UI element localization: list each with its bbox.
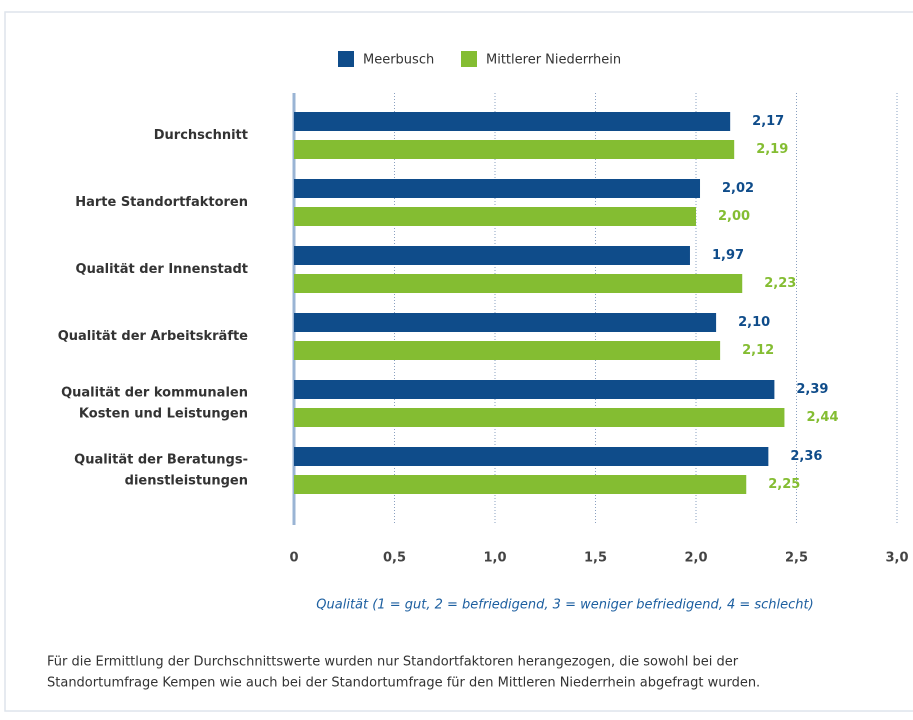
category-label: Qualität der kommunalen xyxy=(61,386,248,401)
legend-label: Meerbusch xyxy=(363,53,434,68)
category-label: Qualität der Innenstadt xyxy=(76,262,248,277)
x-tick-label: 2,5 xyxy=(785,551,808,566)
value-label: 2,44 xyxy=(806,410,838,425)
bar xyxy=(294,112,731,131)
category-label: Durchschnitt xyxy=(154,128,248,143)
category-label: Kosten und Leistungen xyxy=(79,407,248,422)
category-label: dienstleistungen xyxy=(125,474,248,489)
value-label: 2,23 xyxy=(764,276,796,291)
x-tick-label: 3,0 xyxy=(885,551,908,566)
x-tick-label: 2,0 xyxy=(684,551,707,566)
value-label: 2,25 xyxy=(768,477,800,492)
value-label: 2,17 xyxy=(752,114,784,129)
category-label: Harte Standortfaktoren xyxy=(75,195,248,210)
value-label: 2,02 xyxy=(722,181,754,196)
category-label: Qualität der Beratungs- xyxy=(74,453,248,468)
value-label: 1,97 xyxy=(712,248,744,263)
value-label: 2,10 xyxy=(738,315,770,330)
bar xyxy=(294,313,717,332)
bar xyxy=(294,246,690,265)
note: Standortumfrage Kempen wie auch bei der … xyxy=(47,676,760,691)
category-label: Qualität der Arbeitskräfte xyxy=(58,329,248,344)
legend-label: Mittlerer Niederrhein xyxy=(486,53,621,68)
bar xyxy=(294,341,721,360)
bar xyxy=(294,274,743,293)
bar xyxy=(294,447,769,466)
bar xyxy=(294,408,785,427)
value-label: 2,39 xyxy=(796,382,828,397)
bar xyxy=(294,207,696,226)
value-label: 2,19 xyxy=(756,142,788,157)
x-tick-label: 1,0 xyxy=(483,551,506,566)
bar xyxy=(294,179,701,198)
value-label: 2,12 xyxy=(742,343,774,358)
bar xyxy=(294,380,775,399)
legend-swatch xyxy=(461,51,477,67)
legend-swatch xyxy=(338,51,354,67)
bar xyxy=(294,140,735,159)
x-tick-label: 1,5 xyxy=(584,551,607,566)
note: Für die Ermittlung der Durchschnittswert… xyxy=(47,655,739,670)
x-tick-label: 0 xyxy=(289,551,298,566)
frame xyxy=(4,11,913,712)
x-axis-label: Qualität (1 = gut, 2 = befriedigend, 3 =… xyxy=(316,598,813,613)
bar xyxy=(294,475,747,494)
value-label: 2,00 xyxy=(718,209,750,224)
value-label: 2,36 xyxy=(790,449,822,464)
x-tick-label: 0,5 xyxy=(383,551,406,566)
